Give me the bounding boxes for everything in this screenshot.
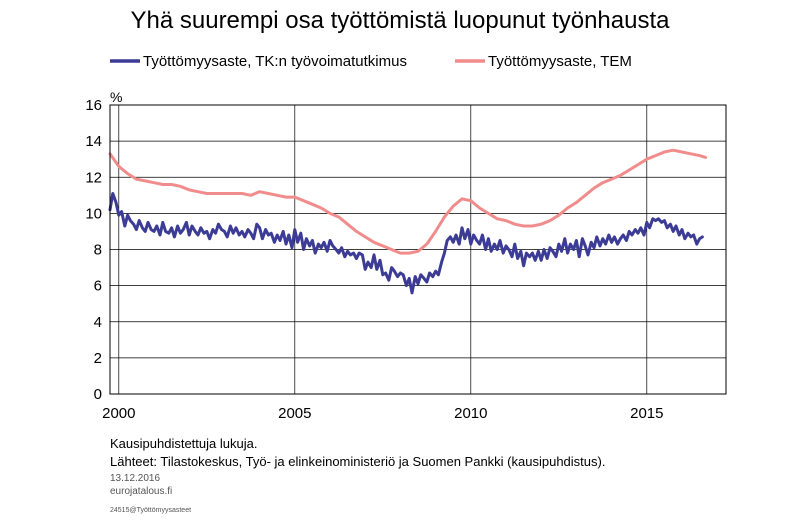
note-sources: Lähteet: Tilastokeskus, Työ- ja elinkein…: [110, 454, 605, 469]
publish-date: 13.12.2016: [110, 473, 160, 484]
file-id: 24515@Työttömyysasteet: [110, 507, 191, 514]
legend-label-tk: Työttömyysaste, TK:n työvoimatutkimus: [143, 53, 407, 70]
legend-label-tem: Työttömyysaste, TEM: [488, 53, 632, 70]
y-tick-label: 14: [85, 133, 102, 150]
series-line-tk: [108, 192, 704, 295]
y-tick-label: 16: [85, 97, 102, 114]
plot-frame: [109, 104, 727, 395]
y-tick-label: 6: [94, 278, 102, 295]
series-lines: [108, 148, 708, 295]
x-tick-label: 2010: [454, 405, 487, 422]
note-seasonal: Kausipuhdistettuja lukuja.: [110, 436, 257, 451]
source-site: eurojatalous.fi: [110, 486, 172, 497]
y-tick-label: 4: [94, 314, 102, 331]
x-tick-label: 2015: [630, 405, 663, 422]
series-line-tem: [108, 148, 708, 255]
y-tick-label: 10: [85, 205, 102, 222]
y-axis-unit: %: [110, 89, 122, 105]
y-tick-label: 2: [94, 350, 102, 367]
x-tick-label: 2000: [102, 405, 135, 422]
y-tick-label: 0: [94, 386, 102, 403]
chart-title: Yhä suurempi osa työttömistä luopunut ty…: [131, 7, 671, 34]
x-axis-ticks: 2000 2005 2010 2015: [102, 405, 663, 422]
y-axis-ticks: 0 2 4 6 8 10 12 14 16: [85, 97, 102, 403]
y-tick-label: 8: [94, 242, 102, 259]
legend: Työttömyysaste, TK:n työvoimatutkimus Ty…: [110, 53, 632, 70]
y-tick-label: 12: [85, 169, 102, 186]
x-tick-label: 2005: [278, 405, 311, 422]
